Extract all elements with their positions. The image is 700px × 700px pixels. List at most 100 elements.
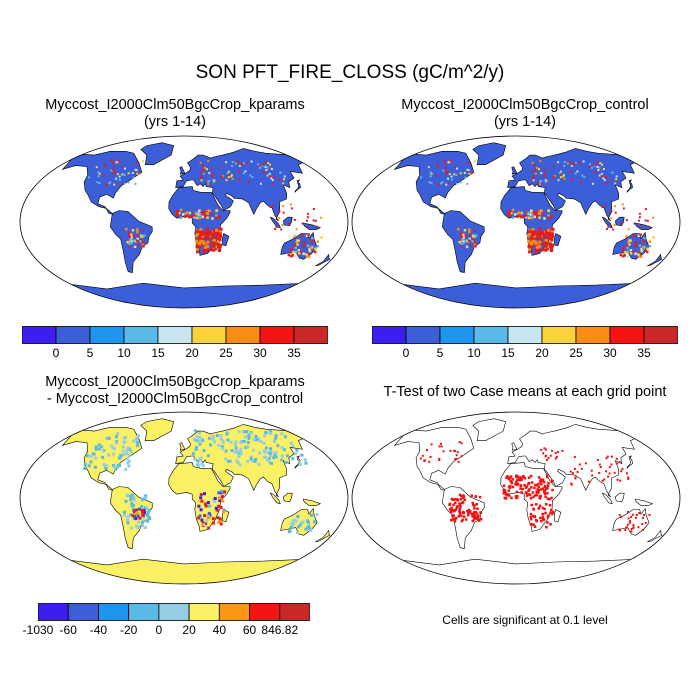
- grid-cell: [293, 219, 296, 221]
- grid-cell: [121, 173, 124, 176]
- grid-cell: [109, 444, 113, 448]
- grid-cell: [305, 255, 309, 258]
- grid-cell: [638, 244, 642, 247]
- grid-cell: [614, 211, 617, 214]
- grid-cell: [280, 446, 284, 450]
- grid-cell: [638, 216, 641, 219]
- grid-cell: [274, 434, 278, 438]
- grid-cell: [538, 234, 542, 238]
- grid-cell: [615, 457, 618, 460]
- grid-cell: [306, 212, 309, 215]
- grid-cell: [448, 503, 451, 507]
- grid-cell: [123, 440, 127, 444]
- grid-cell: [511, 208, 515, 212]
- land-japan: [626, 455, 633, 469]
- colorbar-tick-label: 30: [603, 346, 617, 360]
- grid-cell: [627, 511, 629, 513]
- grid-cell: [456, 498, 459, 501]
- grid-cell: [148, 517, 152, 521]
- grid-cell: [269, 175, 272, 178]
- grid-cell: [291, 457, 295, 461]
- grid-cell: [622, 248, 625, 251]
- grid-cell: [191, 452, 195, 456]
- grid-cell: [464, 239, 467, 242]
- grid-cell: [291, 252, 294, 256]
- grid-cell: [132, 508, 136, 512]
- grid-cell: [207, 526, 211, 530]
- grid-cell: [533, 515, 537, 518]
- grid-cell: [136, 440, 140, 444]
- grid-cell: [516, 475, 520, 478]
- grid-cell: [535, 249, 538, 253]
- grid-cell: [208, 172, 211, 175]
- grid-cell: [140, 508, 144, 512]
- grid-cell: [580, 467, 583, 470]
- grid-cell: [130, 526, 134, 530]
- grid-cell: [626, 472, 628, 475]
- grid-cell: [206, 216, 209, 219]
- grid-cell: [593, 163, 596, 166]
- grid-cell: [527, 482, 530, 486]
- grid-cell: [220, 445, 224, 448]
- grid-cell: [219, 434, 223, 438]
- grid-cell: [596, 165, 599, 168]
- grid-cell: [215, 245, 219, 249]
- grid-cell: [529, 233, 533, 237]
- grid-cell: [474, 234, 478, 237]
- grid-cell: [532, 495, 535, 499]
- grid-cell: [202, 211, 205, 214]
- grid-cell: [186, 214, 189, 217]
- grid-cell: [241, 163, 244, 165]
- grid-cell: [214, 179, 216, 182]
- grid-cell: [516, 494, 519, 498]
- grid-cell: [464, 241, 467, 244]
- grid-cell: [466, 182, 469, 185]
- grid-cell: [257, 437, 261, 441]
- grid-cell: [132, 503, 135, 507]
- grid-cell: [220, 489, 224, 493]
- grid-cell: [195, 211, 198, 215]
- grid-cell: [249, 174, 252, 177]
- grid-cell: [124, 167, 126, 170]
- grid-cell: [259, 166, 261, 169]
- grid-cell: [550, 244, 554, 248]
- grid-cell: [601, 163, 603, 166]
- grid-cell: [624, 250, 627, 254]
- grid-cell: [508, 214, 511, 217]
- grid-cell: [290, 522, 294, 526]
- grid-cell: [540, 183, 543, 185]
- grid-cell: [131, 229, 135, 232]
- grid-cell: [628, 243, 631, 246]
- grid-cell: [528, 250, 531, 254]
- grid-cell: [270, 168, 273, 170]
- grid-cell: [198, 216, 202, 220]
- land-borneo: [614, 216, 625, 227]
- grid-cell: [596, 160, 599, 163]
- grid-cell: [544, 181, 547, 183]
- grid-cell: [638, 219, 640, 222]
- grid-cell: [519, 476, 523, 479]
- grid-cell: [98, 182, 101, 185]
- land-uk: [179, 166, 186, 175]
- land-newGuinea: [634, 498, 654, 506]
- grid-cell: [597, 169, 600, 171]
- grid-cell: [579, 181, 582, 184]
- grid-cell: [527, 216, 531, 220]
- colorbar-swatch: [128, 603, 160, 621]
- grid-cell: [467, 239, 471, 242]
- grid-cell: [280, 432, 284, 436]
- grid-cell: [507, 209, 510, 213]
- grid-cell: [238, 170, 241, 173]
- grid-cell: [539, 180, 542, 183]
- map-ttest: [351, 411, 681, 585]
- grid-cell: [440, 442, 442, 445]
- grid-cell: [218, 247, 222, 251]
- grid-cell: [219, 522, 223, 526]
- grid-cell: [126, 493, 130, 497]
- grid-cell: [449, 449, 452, 452]
- grid-cell: [646, 247, 649, 250]
- colorbar-tick-label: 30: [253, 346, 267, 360]
- grid-cell: [541, 516, 545, 519]
- grid-cell: [265, 169, 268, 171]
- grid-cell: [466, 168, 469, 171]
